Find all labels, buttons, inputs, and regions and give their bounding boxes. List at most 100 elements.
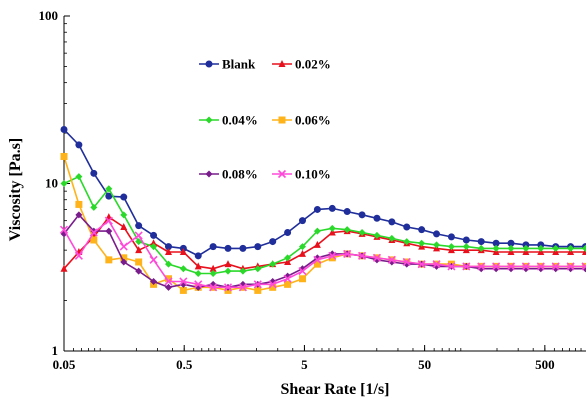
data-point [194, 252, 202, 260]
data-point [537, 244, 545, 252]
data-point [164, 247, 172, 255]
data-point [150, 243, 158, 251]
data-point [120, 258, 128, 266]
data-point [372, 253, 382, 262]
data-point [75, 173, 83, 181]
data-point [492, 244, 500, 252]
data-point [403, 223, 411, 231]
series-line [63, 175, 586, 275]
data-point [313, 205, 321, 213]
data-point [75, 141, 83, 149]
legend-label: 0.08% [222, 167, 258, 182]
data-point [268, 280, 277, 289]
data-point [164, 277, 173, 286]
x-axis-title: Shear Rate [1/s] [280, 381, 389, 398]
data-point [179, 277, 188, 286]
data-point [313, 240, 321, 248]
data-point [90, 203, 98, 211]
data-point [134, 231, 143, 240]
data-point [224, 244, 232, 252]
x-tick-label: 5 [301, 357, 308, 372]
data-point [120, 254, 128, 262]
data-point [507, 244, 515, 252]
data-point [313, 255, 322, 264]
data-point [75, 200, 83, 208]
data-point [403, 238, 411, 246]
data-point [105, 185, 113, 193]
data-point [150, 277, 158, 285]
data-point [284, 228, 292, 236]
data-point [373, 231, 381, 239]
legend-swatch-marker [278, 60, 286, 67]
series-line [63, 219, 586, 289]
data-point [402, 257, 411, 267]
data-point [462, 236, 470, 244]
data-point [343, 208, 351, 216]
data-point [164, 260, 172, 268]
data-point [313, 260, 321, 268]
legend-swatch-marker [205, 116, 213, 124]
data-point [254, 286, 262, 294]
legend-swatch-marker [205, 170, 213, 178]
data-point [179, 247, 187, 255]
data-point [298, 217, 306, 225]
data-point [135, 246, 143, 254]
axes: 1 10 100 0.05 0.5 5 50 500 [39, 8, 586, 372]
y-tick-label: 10 [45, 176, 58, 191]
data-point [60, 126, 68, 134]
data-point [209, 243, 217, 251]
data-point [477, 238, 485, 246]
data-point [506, 262, 516, 271]
x-tick-label: 500 [535, 357, 555, 372]
legend-entry: 0.10% [272, 167, 331, 182]
data-point [89, 228, 98, 237]
data-point [150, 239, 158, 247]
data-point [224, 260, 232, 268]
data-point [90, 169, 98, 177]
data-point [284, 254, 292, 262]
data-point [135, 222, 143, 230]
data-point [179, 265, 187, 273]
data-point [432, 260, 441, 269]
legend-swatch-marker [205, 60, 213, 68]
data-point [105, 227, 113, 235]
legend-swatch-marker [277, 169, 287, 179]
data-point [581, 244, 586, 252]
data-point [269, 283, 277, 291]
data-point [447, 243, 455, 251]
data-point [59, 225, 69, 234]
data-point [75, 211, 83, 219]
legend-label: 0.10% [295, 167, 331, 182]
data-point [135, 258, 143, 266]
data-point [209, 270, 217, 278]
data-point [567, 244, 575, 252]
data-point [328, 250, 336, 258]
data-point [417, 260, 426, 269]
data-point [462, 262, 471, 271]
data-point [388, 234, 396, 242]
data-point [492, 262, 501, 271]
data-point [135, 267, 143, 275]
y-axis-title: Viscosity [Pa.s] [7, 138, 24, 241]
data-point [60, 264, 68, 272]
data-point [194, 280, 203, 289]
data-point [552, 244, 560, 252]
legend-swatch-marker [278, 116, 286, 124]
data-point [551, 262, 560, 271]
data-point [536, 262, 545, 271]
data-point [433, 241, 441, 249]
data-point [477, 262, 486, 271]
data-point [343, 226, 351, 234]
data-point [135, 238, 143, 246]
data-point [328, 254, 336, 262]
data-point [418, 226, 426, 234]
data-point [447, 262, 456, 271]
data-point [328, 224, 336, 232]
legend-entry: 0.04% [199, 113, 258, 128]
data-point [357, 251, 367, 260]
data-point [223, 283, 233, 292]
data-point [358, 211, 366, 219]
x-tick-label: 0.5 [176, 357, 193, 372]
data-point [433, 230, 441, 238]
legend-label: 0.02% [295, 57, 331, 72]
